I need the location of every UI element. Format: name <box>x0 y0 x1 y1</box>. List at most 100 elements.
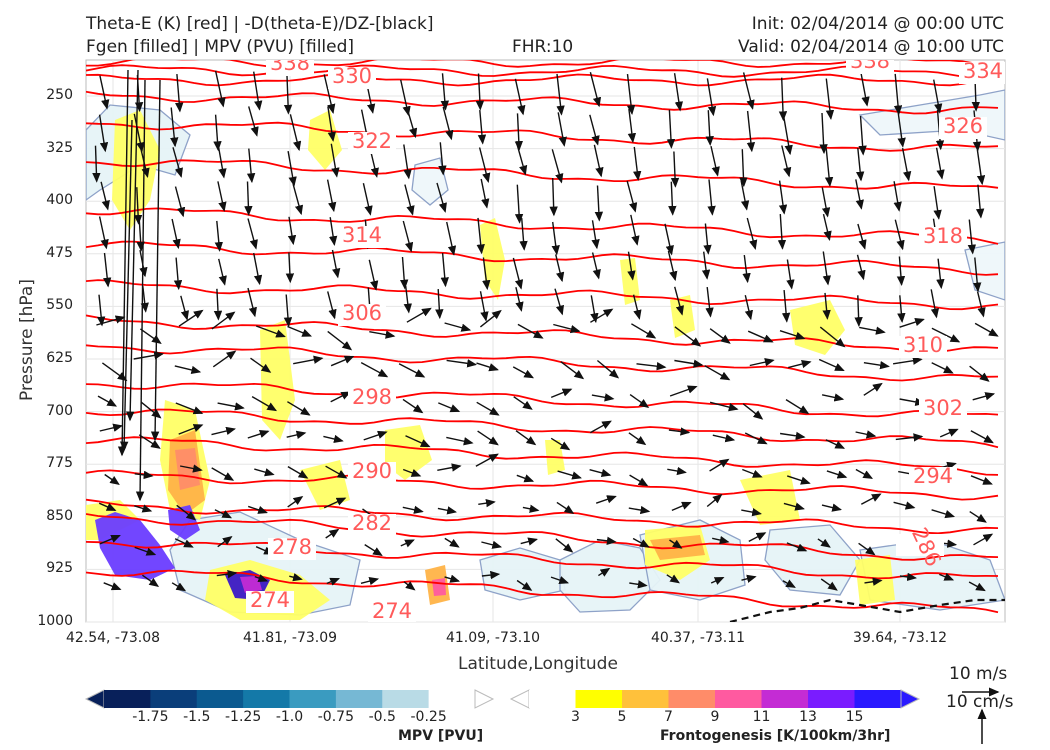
wind-vector <box>899 318 925 328</box>
colorbar-tick-label: 5 <box>617 709 627 725</box>
wind-vector <box>479 309 502 328</box>
theta-e-label: 334 <box>963 59 1003 83</box>
wind-vector <box>673 73 684 112</box>
wind-vector <box>821 503 842 512</box>
wind-vector <box>742 403 764 420</box>
wind-vector <box>591 393 615 402</box>
wind-vector <box>98 502 117 511</box>
wind-vector <box>858 115 867 156</box>
wind-vector <box>213 288 223 321</box>
wind-vector <box>476 217 485 255</box>
wind-vector <box>778 77 788 122</box>
wind-vector <box>741 508 762 517</box>
wind-vector <box>667 250 678 282</box>
y-tick-label: 925 <box>46 560 73 577</box>
wind-vector <box>972 392 996 401</box>
wind-vector <box>516 579 533 591</box>
wind-vector <box>740 180 750 211</box>
wind-vector <box>593 144 604 178</box>
wind-vector <box>150 79 161 442</box>
wind-vector <box>746 110 756 153</box>
wind-vector <box>133 113 145 153</box>
wind-vector <box>627 108 637 144</box>
wind-vector <box>969 511 987 523</box>
wind-vector <box>896 256 906 286</box>
theta-e-label-bg <box>899 336 947 358</box>
theta-e-contour <box>86 121 999 152</box>
wind-vector <box>134 470 154 480</box>
wind-vector <box>777 214 787 250</box>
wind-vector <box>560 361 585 380</box>
wind-vector <box>710 576 725 585</box>
wind-vector <box>705 110 714 146</box>
wind-vector <box>360 577 380 586</box>
wind-vector <box>636 362 667 371</box>
wind-vector <box>482 257 491 291</box>
y-tick-label: 400 <box>46 192 73 209</box>
wind-vector <box>211 311 236 330</box>
y-tick-label: 550 <box>46 297 73 314</box>
wind-vector <box>175 74 184 113</box>
wind-vector <box>326 179 337 213</box>
wind-vector <box>438 402 461 413</box>
wind-vector <box>786 259 795 290</box>
theta-e-label: 298 <box>352 385 392 409</box>
wind-vector <box>970 430 994 444</box>
wind-vector <box>98 216 109 250</box>
wind-vector <box>855 147 865 182</box>
wind-vector <box>627 251 636 281</box>
wind-key-horizontal: 10 m/s <box>949 664 1008 684</box>
wind-vector <box>435 289 444 320</box>
wind-vector <box>741 574 757 583</box>
y-tick-label: 250 <box>46 87 73 103</box>
wind-vector <box>289 114 302 152</box>
wind-vector <box>478 498 496 508</box>
wind-vector <box>669 385 698 397</box>
filled-region <box>175 448 200 490</box>
wind-vector <box>247 287 257 318</box>
wind-vector <box>629 394 650 409</box>
wind-vector <box>901 147 912 182</box>
theta-e-contour <box>86 498 999 535</box>
wind-vector <box>442 106 454 141</box>
wind-vector <box>481 540 503 549</box>
wind-vector <box>706 78 717 117</box>
wind-vector <box>551 149 564 184</box>
wind-vector <box>671 501 692 512</box>
theta-e-contour <box>86 159 999 190</box>
wind-vector <box>896 106 906 148</box>
wind-vector <box>440 73 449 111</box>
wind-vector <box>821 393 845 402</box>
wind-vector <box>516 474 535 483</box>
wind-vector <box>515 430 537 446</box>
wind-vector <box>364 544 383 557</box>
wind-vector <box>99 75 110 110</box>
title-line-2: Fgen [filled] | MPV (PVU) [filled] <box>86 37 355 57</box>
wind-vector <box>897 295 906 323</box>
wind-vector <box>254 574 269 583</box>
wind-vector <box>437 463 462 472</box>
x-tick-label: 42.54, -73.08 <box>65 630 161 646</box>
x-tick-label: 39.64, -73.12 <box>852 630 948 646</box>
wind-vector <box>589 468 612 478</box>
wind-vector <box>216 569 238 579</box>
wind-vector <box>974 322 999 337</box>
wind-vector <box>133 187 143 225</box>
wind-vector <box>596 359 620 379</box>
filled-region <box>385 425 432 480</box>
wind-vector <box>444 574 461 583</box>
wind-vector <box>405 435 431 448</box>
wind-vector <box>892 356 923 365</box>
theta-e-label-bg <box>348 514 396 536</box>
wind-vector <box>97 395 118 407</box>
filled-region <box>855 555 895 605</box>
wind-vector <box>248 106 259 137</box>
theta-e-contour <box>86 279 999 311</box>
wind-vector <box>893 501 916 510</box>
y-tick-label: 625 <box>46 350 73 366</box>
wind-vector <box>820 578 838 591</box>
wind-vector <box>406 107 418 139</box>
wind-vector <box>555 538 574 553</box>
wind-vector <box>744 432 768 445</box>
